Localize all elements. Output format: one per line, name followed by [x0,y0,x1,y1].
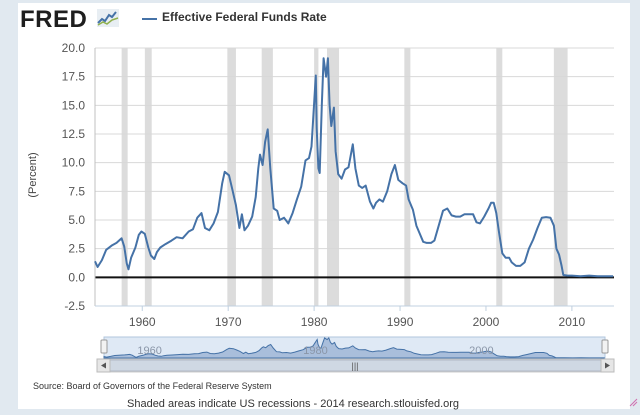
y-tick-label: -2.5 [64,299,85,313]
recession-band [553,48,568,306]
grid-lines [95,47,614,307]
navigator: 1960 1980 2000 ||| [96,336,638,407]
recession-band [314,48,319,306]
recession-band [496,48,503,306]
x-tick-label: 2000 [473,315,500,329]
y-tick-label: 10.0 [62,156,86,170]
scrollbar-grip: ||| [351,361,358,371]
recession-band [121,48,128,306]
series-layer [94,57,614,278]
legend-label: Effective Federal Funds Rate [162,10,327,24]
y-tick-label: 15.0 [62,98,86,112]
recession-bands [121,48,568,306]
navigator-tick-label: 1980 [303,345,327,357]
y-tick-label: 17.5 [62,70,86,84]
x-tick-label: 1980 [301,315,328,329]
navigator-tick-label: 2000 [469,345,493,357]
navigator-series [103,336,605,359]
x-tick-label: 2010 [559,315,586,329]
recession-band [404,48,411,306]
x-tick-label: 1960 [129,315,156,329]
legend-swatch [142,18,157,20]
arrow-right-icon [605,362,610,369]
source-text: Source: Board of Governors of the Federa… [33,381,272,391]
series-line [94,57,614,278]
y-tick-label: 2.5 [68,242,85,256]
axis-labels: 20.0 17.5 15.0 12.5 10.0 7.5 5.0 2.5 0.0 -2.5 1960… [27,41,586,329]
resize-grip-icon[interactable] [629,398,638,407]
fred-logo: FRED [20,6,88,33]
y-axis-title: (Percent) [27,152,39,197]
x-tick-label: 1990 [387,315,414,329]
y-tick-label: 0.0 [68,270,85,284]
drag-handle-icon[interactable] [100,339,108,354]
y-tick-label: 12.5 [62,127,86,141]
y-tick-label: 5.0 [68,213,85,227]
drag-handle-icon[interactable] [601,339,609,354]
navigator-tick-label: 1960 [137,345,161,357]
axes [94,48,614,311]
recession-band [144,48,152,306]
x-tick-label: 1970 [215,315,242,329]
recession-band [261,48,273,306]
recession-note: Shaded areas indicate US recessions - 20… [127,398,460,410]
line-chart-icon [97,9,119,27]
arrow-left-icon [101,362,106,369]
y-tick-label: 20.0 [62,41,86,55]
y-tick-label: 7.5 [68,184,85,198]
recession-band [227,48,236,306]
